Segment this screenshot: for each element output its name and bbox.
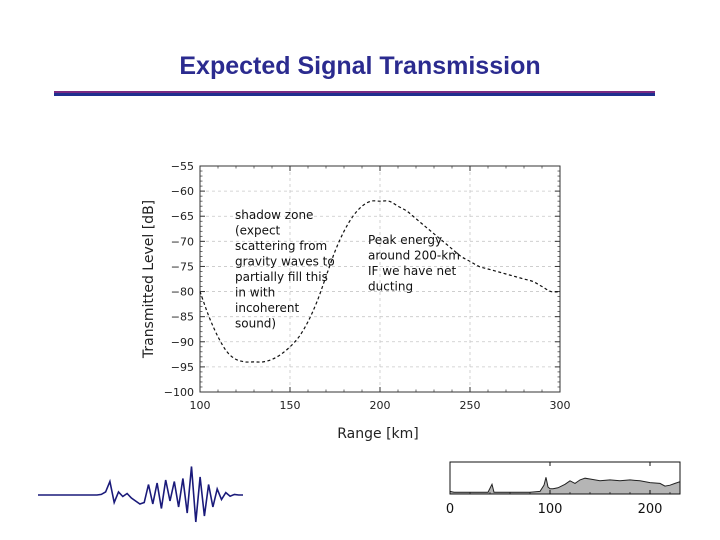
y-tick-label: −80 — [171, 286, 194, 299]
annotation-line: partially fill this — [235, 270, 328, 284]
annotation-line: shadow zone — [235, 208, 313, 222]
annotation-line: IF we have net — [368, 264, 457, 278]
transmission-curve — [199, 200, 561, 363]
y-axis-label: Transmitted Level [dB] — [141, 200, 157, 359]
y-tick-label: −90 — [171, 336, 194, 349]
mini-x-tick-label: 200 — [638, 502, 663, 517]
waveform-trace — [38, 466, 243, 523]
shadow-zone-annotation: shadow zone (expect scattering from gravity… — [235, 208, 335, 331]
x-tick-label: 300 — [550, 399, 571, 412]
axis-ticks — [199, 165, 561, 393]
peak-energy-annotation: Peak energy around 200-km IF we have net du… — [368, 233, 460, 294]
mini-x-tick-label: 100 — [538, 502, 563, 517]
y-tick-label: −85 — [171, 311, 194, 324]
annotation-line: in with — [235, 286, 275, 300]
slide-title: Expected Signal Transmission — [179, 52, 541, 80]
y-tick-label: −60 — [171, 185, 194, 198]
annotation-line: (expect — [235, 224, 281, 238]
x-tick-label: 150 — [280, 399, 301, 412]
annotation-line: incoherent — [235, 301, 300, 315]
x-tick-label: 200 — [370, 399, 391, 412]
annotation-line: gravity waves to — [235, 255, 335, 269]
mini-profile-chart: 0 100 200 — [446, 461, 681, 517]
annotation-line: ducting — [368, 280, 413, 294]
y-tick-label: −100 — [164, 386, 194, 399]
y-tick-label: −75 — [171, 260, 194, 273]
mini-ticks — [449, 462, 671, 494]
title-underline — [54, 91, 655, 96]
y-tick-labels: −55 −60 −65 −70 −75 −80 −85 −90 −95 −100 — [164, 160, 194, 399]
y-tick-label: −70 — [171, 235, 194, 248]
mini-frame — [449, 461, 681, 495]
annotation-line: around 200-km — [368, 249, 460, 263]
transmission-level-chart: −55 −60 −65 −70 −75 −80 −85 −90 −95 −100 100 150 20… — [141, 160, 571, 442]
annotation-line: sound) — [235, 317, 276, 331]
annotation-line: Peak energy — [368, 233, 442, 247]
mini-profile-area — [449, 477, 681, 495]
x-tick-label: 100 — [190, 399, 211, 412]
y-tick-label: −55 — [171, 160, 194, 173]
mini-x-tick-labels: 0 100 200 — [446, 502, 663, 517]
y-tick-label: −65 — [171, 210, 194, 223]
y-tick-label: −95 — [171, 361, 194, 374]
mini-x-tick-label: 0 — [446, 502, 454, 517]
waveform-graphic — [38, 466, 243, 523]
x-tick-labels: 100 150 200 250 300 — [190, 399, 571, 412]
annotation-line: scattering from — [235, 239, 327, 253]
x-tick-label: 250 — [460, 399, 481, 412]
x-axis-label: Range [km] — [337, 426, 419, 442]
